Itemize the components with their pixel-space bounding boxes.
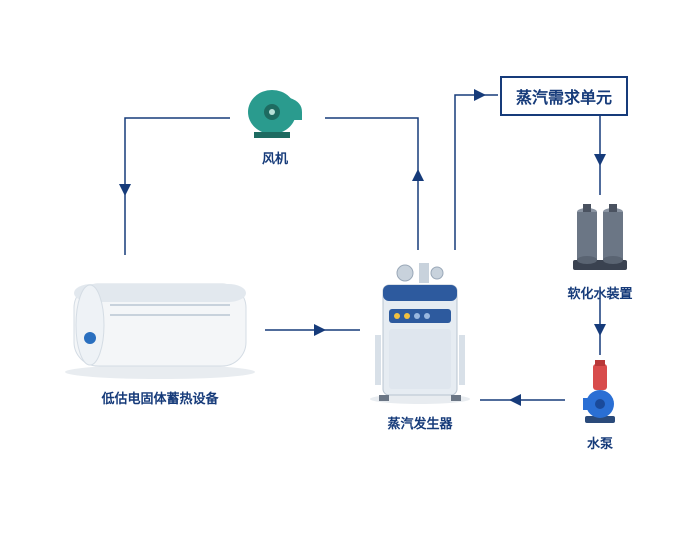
softener-node: 软化水装置 — [555, 200, 645, 302]
storage-node: 低估电固体蓄热设备 — [60, 260, 260, 407]
storage-label: 低估电固体蓄热设备 — [60, 388, 260, 407]
fan-icon — [240, 80, 310, 140]
storage-icon — [60, 260, 260, 380]
generator-label: 蒸汽发生器 — [365, 413, 475, 432]
demand-label: 蒸汽需求单元 — [516, 90, 612, 107]
pump-node: 水泵 — [570, 360, 630, 452]
generator-node: 蒸汽发生器 — [365, 255, 475, 432]
fan-label: 风机 — [230, 148, 320, 167]
softener-icon — [565, 200, 635, 275]
softener-label: 软化水装置 — [555, 283, 645, 302]
generator-icon — [365, 255, 475, 405]
pump-icon — [575, 360, 625, 425]
fan-node: 风机 — [230, 80, 320, 167]
pump-label: 水泵 — [570, 433, 630, 452]
steam-demand-unit: 蒸汽需求单元 — [500, 76, 628, 116]
